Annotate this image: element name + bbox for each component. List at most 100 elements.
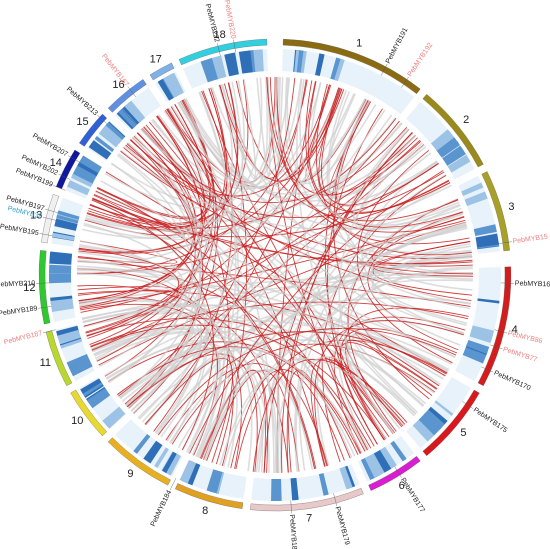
synteny-link [78, 247, 180, 333]
synteny-link [86, 317, 404, 427]
heatmap-cell [412, 419, 435, 442]
synteny-link [153, 88, 233, 432]
synteny-link [79, 93, 355, 305]
heatmap-cell [334, 58, 345, 81]
synteny-link [198, 221, 467, 459]
synteny-link [86, 103, 211, 231]
heatmap-cell [60, 338, 83, 349]
chromosome-label: 12 [23, 282, 35, 294]
synteny-link [118, 134, 202, 398]
heatmap-cell [477, 298, 500, 304]
synteny-link [345, 339, 438, 428]
heatmap-cell [364, 453, 385, 478]
gene-tick [216, 43, 221, 56]
heatmap-cell [66, 353, 90, 370]
heatmap-cell [72, 165, 97, 185]
synteny-link [314, 320, 464, 467]
synteny-link [90, 301, 469, 347]
chromosome-arc [79, 113, 108, 147]
gene-label: PebMYB187 [3, 330, 43, 346]
gene-tick [233, 39, 236, 53]
synteny-link [144, 253, 472, 425]
gene-tick [333, 493, 338, 506]
heatmap-cell [98, 125, 123, 148]
heatmap-cell [157, 79, 174, 101]
synteny-link [206, 370, 300, 472]
synteny-link [144, 81, 244, 426]
gene-label: PebMYB177 [399, 477, 426, 514]
synteny-link [338, 134, 417, 435]
heatmap-cell [290, 477, 299, 501]
synteny-link [202, 368, 314, 470]
heatmap-cell [54, 218, 78, 231]
synteny-link [83, 275, 474, 328]
synteny-link [218, 77, 268, 179]
heatmap-cell [118, 109, 137, 129]
gene-label: PebMYB168 [515, 280, 550, 288]
synteny-link [177, 102, 464, 231]
heatmap-cell [69, 359, 93, 377]
heatmap-cell [49, 264, 72, 274]
gene-label: PebMYB179 [333, 506, 350, 546]
synteny-link [120, 149, 460, 230]
synteny-link [266, 77, 466, 233]
gene-tick [380, 63, 388, 76]
gene-label: PebMYB184 [150, 489, 174, 527]
synteny-link [158, 78, 302, 188]
heatmap-cell [200, 57, 219, 83]
heatmap-cell [143, 440, 163, 464]
chromosome-arc [107, 437, 171, 486]
synteny-link [252, 358, 408, 472]
links [76, 76, 474, 474]
chromosome-arc [282, 38, 421, 94]
synteny-link [211, 86, 416, 196]
synteny-link [191, 91, 237, 456]
heatmap-cell [238, 50, 253, 74]
chromosome-arc [70, 389, 108, 437]
synteny-link [277, 77, 284, 177]
synteny-link [93, 194, 317, 469]
heatmap-cell [154, 447, 169, 468]
heatmap-cell [179, 459, 197, 484]
synteny-link [339, 342, 437, 441]
heatmap-cell [56, 214, 79, 224]
synteny-link [165, 363, 329, 466]
heatmap-cell [315, 53, 325, 76]
heatmap-cell [390, 440, 407, 462]
heatmap-band [458, 175, 500, 254]
heatmap-cell [417, 413, 442, 437]
synteny-link [92, 143, 194, 227]
gene-label: PebMYB210 [0, 280, 35, 288]
gene-tick [97, 114, 108, 124]
synteny-link [345, 307, 469, 440]
gene-label: PebMYB192 [407, 42, 435, 79]
synteny-link [336, 99, 473, 291]
heatmap-cell [466, 339, 490, 355]
gene-label: PebMYB207 [31, 133, 69, 159]
chromosome-label: 14 [50, 157, 62, 169]
chromosome-label: 4 [512, 324, 518, 336]
synteny-link [96, 139, 196, 362]
heatmap-cell [271, 478, 282, 501]
synteny-link [106, 340, 219, 454]
chromosome-arc [38, 250, 51, 325]
gene-tick [58, 173, 71, 180]
heatmap-cell [88, 140, 112, 160]
synteny-link [125, 144, 445, 218]
synteny-link [184, 97, 438, 207]
synteny-link [371, 279, 473, 334]
synteny-link [266, 77, 366, 183]
chromosome-label: 6 [399, 480, 405, 492]
synteny-link [315, 83, 472, 256]
synteny-link [136, 126, 408, 203]
chromosome-label: 3 [508, 201, 514, 213]
synteny-link [299, 79, 462, 227]
synteny-link [77, 267, 177, 274]
gene-tick [67, 155, 80, 163]
heatmap-cell [52, 232, 75, 241]
heatmap-cell [360, 457, 376, 480]
chromosome-arc [55, 149, 81, 190]
heatmap-cell [447, 154, 471, 173]
chromosome-label: 18 [214, 29, 226, 41]
